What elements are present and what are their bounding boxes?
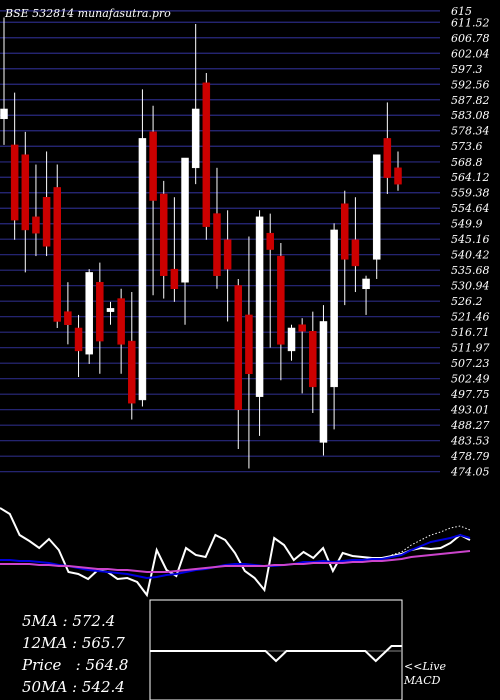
candle-body [266, 232, 274, 250]
candle-body [149, 131, 157, 201]
y-tick-label: 554.64 [451, 202, 490, 215]
candle-body [74, 327, 83, 352]
candle-body [64, 311, 72, 325]
ma5-readout: 5MA : 572.4 [22, 612, 116, 630]
y-tick-label: 597.3 [451, 63, 483, 76]
candle-body [96, 281, 104, 342]
candle-body [298, 324, 306, 332]
ma50-readout: 50MA : 542.4 [22, 678, 125, 696]
oscillator-panel [0, 507, 471, 598]
candle-body [223, 239, 232, 270]
candle-body [213, 213, 221, 276]
candle-body [319, 321, 328, 443]
ma12-readout: 12MA : 565.7 [22, 634, 125, 652]
candle-body [287, 327, 296, 352]
y-tick-label: 478.79 [450, 450, 490, 463]
candle-body [53, 187, 61, 322]
candle-body [21, 154, 30, 231]
y-tick-label: 545.16 [451, 233, 490, 246]
chart-title: BSE 532814 munafasutra.pro [4, 7, 171, 20]
candle-body [42, 196, 51, 247]
candle-body [32, 216, 40, 234]
y-tick-label: 540.42 [451, 249, 490, 262]
candle-body [372, 154, 381, 260]
candle-body [117, 298, 125, 345]
y-tick-label: 606.78 [451, 32, 490, 45]
price-readout: Price : 564.8 [22, 656, 129, 674]
candle-body [255, 216, 264, 397]
candle-body [309, 331, 317, 388]
y-tick-label: 602.04 [451, 47, 490, 60]
candle-body [170, 268, 179, 290]
y-tick-label: 549.9 [451, 218, 483, 231]
candle-body [394, 167, 402, 185]
candle-body [277, 255, 285, 345]
macd-line [150, 645, 402, 663]
candlestick-series [0, 17, 402, 469]
candle-body [234, 285, 243, 410]
candle-body [106, 308, 115, 312]
candle-body [191, 108, 200, 169]
candle-body [383, 138, 392, 178]
candle-body [159, 193, 168, 276]
candle-body [351, 239, 360, 267]
y-tick-label: 611.52 [451, 16, 490, 29]
y-tick-label: 568.8 [451, 156, 483, 169]
y-tick-label: 559.38 [451, 187, 490, 200]
y-tick-label: 497.75 [450, 388, 490, 401]
y-tick-label: 483.53 [450, 435, 490, 448]
candle-body [202, 82, 211, 227]
y-tick-label: 535.68 [451, 264, 490, 277]
candle-body [85, 272, 93, 355]
y-tick-label: 474.05 [450, 466, 490, 479]
y-tick-label: 488.27 [450, 419, 490, 432]
candle-body [128, 340, 136, 404]
y-tick-label: 578.34 [451, 125, 490, 138]
y-tick-label: 564.12 [451, 171, 490, 184]
candle-body [245, 314, 253, 375]
y-tick-label: 573.6 [451, 140, 483, 153]
oscillator-line-dotted [391, 525, 471, 556]
oscillator-line-magenta_line [0, 550, 471, 573]
y-tick-label: 507.23 [451, 357, 490, 370]
live-label: <<Live [404, 660, 446, 673]
y-tick-label: 583.08 [451, 109, 490, 122]
y-tick-label: 526.2 [451, 295, 483, 308]
y-tick-label: 493.01 [450, 404, 490, 417]
y-tick-label: 511.97 [451, 342, 490, 355]
macd-panel [149, 599, 403, 700]
candle-body [181, 157, 189, 283]
y-tick-label: 521.46 [451, 311, 490, 324]
y-tick-label: 592.56 [451, 78, 490, 91]
candle-body [330, 229, 338, 388]
y-tick-label: 615 [451, 5, 472, 18]
candle-body [341, 203, 349, 260]
y-tick-label: 516.71 [451, 326, 490, 339]
candle-body [362, 278, 370, 290]
candle-body [0, 108, 8, 120]
macd-label: MACD [404, 674, 441, 687]
candle-body [10, 144, 19, 221]
y-tick-label: 502.49 [451, 373, 490, 386]
y-tick-label: 530.94 [451, 280, 490, 293]
y-tick-label: 587.82 [451, 94, 490, 107]
candle-body [138, 138, 147, 401]
